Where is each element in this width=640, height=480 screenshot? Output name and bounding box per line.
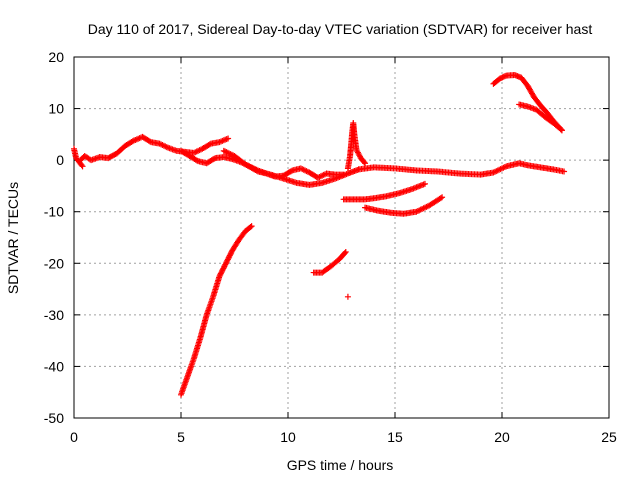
data-point: [561, 168, 568, 175]
data-point: [79, 163, 86, 170]
y-tick-label: 10: [48, 101, 64, 117]
data-point: [226, 150, 233, 157]
data-point: [247, 224, 254, 231]
data-point: [228, 151, 235, 158]
data-point: [362, 160, 369, 167]
data-point: [225, 135, 232, 142]
data-point: [220, 147, 227, 154]
data-point: [248, 223, 255, 230]
y-tick-label: 20: [48, 49, 64, 65]
data-point: [288, 168, 295, 175]
x-tick-label: 15: [387, 429, 403, 445]
data-point: [211, 155, 218, 162]
y-tick-label: -50: [44, 410, 64, 426]
x-tick-label: 25: [601, 429, 617, 445]
chart-title: Day 110 of 2017, Sidereal Day-to-day VTE…: [88, 21, 593, 37]
x-axis-label: GPS time / hours: [287, 457, 394, 473]
data-point: [421, 180, 428, 187]
data-point: [206, 141, 213, 148]
y-axis-label: SDTVAR / TECUs: [5, 182, 21, 294]
grid-lines: [74, 57, 609, 418]
axis-ticks: 0 5 10 15 20 25 -50 -40 -30 -20 -10 0 10 20: [44, 49, 617, 445]
y-tick-label: -30: [44, 307, 64, 323]
data-point: [222, 148, 229, 155]
data-point: [557, 126, 564, 133]
data-point: [253, 167, 260, 174]
plot-frame: [73, 56, 610, 419]
data-point: [501, 73, 508, 80]
x-tick-label: 0: [70, 429, 78, 445]
data-point: [344, 293, 351, 300]
data-point: [227, 151, 234, 158]
data-point: [223, 149, 230, 156]
data-point: [341, 249, 348, 256]
y-tick-label: -20: [44, 255, 64, 271]
x-tick-label: 20: [494, 429, 510, 445]
data-point: [129, 138, 136, 145]
y-tick-label: -10: [44, 204, 64, 220]
x-tick-label: 5: [177, 429, 185, 445]
data-point: [146, 138, 153, 145]
data-point: [224, 149, 231, 156]
data-point: [342, 248, 349, 255]
data-point: [437, 195, 444, 202]
data-point: [439, 194, 446, 201]
data-point: [78, 162, 85, 169]
x-tick-label: 10: [280, 429, 296, 445]
data-points: [71, 72, 568, 398]
data-point: [558, 127, 565, 134]
data-point: [193, 157, 200, 164]
y-tick-label: 0: [56, 152, 64, 168]
data-point: [361, 159, 368, 166]
y-tick-label: -40: [44, 358, 64, 374]
